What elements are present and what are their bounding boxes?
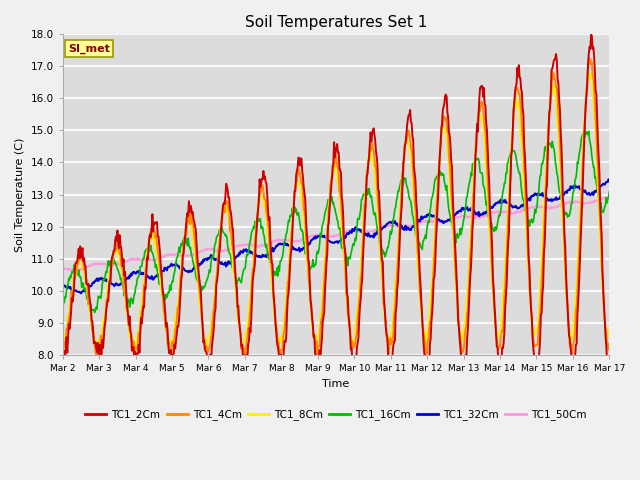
TC1_2Cm [569, 373, 577, 379]
Legend: TC1_2Cm, TC1_4Cm, TC1_8Cm, TC1_16Cm, TC1_32Cm, TC1_50Cm: TC1_2Cm, TC1_4Cm, TC1_8Cm, TC1_16Cm, TC1… [81, 406, 591, 425]
TC1_8Cm [403, 140, 411, 146]
TC1_50Cm [67, 267, 74, 273]
TC1_16Cm [403, 184, 411, 190]
TC1_50Cm [403, 224, 411, 229]
TC1_32Cm [605, 178, 613, 184]
TC1_32Cm [77, 290, 84, 296]
TC1_4Cm [181, 236, 189, 241]
Line: TC1_4Cm: TC1_4Cm [63, 59, 609, 357]
TC1_16Cm [181, 240, 189, 246]
TC1_50Cm [419, 219, 427, 225]
TC1_32Cm [59, 282, 67, 288]
Line: TC1_16Cm: TC1_16Cm [63, 131, 609, 312]
TC1_4Cm [605, 347, 613, 353]
TC1_4Cm [68, 290, 76, 296]
TC1_32Cm [68, 288, 76, 293]
TC1_4Cm [210, 303, 218, 309]
TC1_8Cm [585, 70, 593, 75]
TC1_32Cm [403, 225, 411, 230]
TC1_8Cm [59, 346, 67, 352]
Line: TC1_32Cm: TC1_32Cm [63, 180, 609, 293]
TC1_4Cm [94, 354, 102, 360]
TC1_50Cm [605, 194, 613, 200]
TC1_4Cm [586, 56, 594, 61]
TC1_2Cm [59, 358, 67, 363]
TC1_8Cm [605, 325, 613, 331]
TC1_16Cm [580, 128, 588, 133]
TC1_16Cm [210, 249, 218, 255]
TC1_16Cm [419, 238, 427, 244]
TC1_50Cm [126, 257, 134, 263]
TC1_8Cm [165, 349, 173, 355]
TC1_8Cm [419, 325, 427, 331]
TC1_2Cm [605, 366, 613, 372]
TC1_50Cm [181, 252, 189, 258]
X-axis label: Time: Time [323, 379, 349, 389]
TC1_2Cm [588, 32, 595, 37]
TC1_32Cm [419, 215, 427, 221]
TC1_8Cm [125, 331, 132, 336]
TC1_2Cm [209, 332, 217, 338]
TC1_4Cm [59, 342, 67, 348]
TC1_32Cm [210, 256, 218, 262]
TC1_8Cm [210, 299, 218, 305]
TC1_50Cm [70, 265, 77, 271]
TC1_32Cm [605, 177, 612, 182]
TC1_50Cm [602, 194, 609, 200]
TC1_16Cm [126, 304, 134, 310]
TC1_16Cm [605, 189, 613, 195]
TC1_16Cm [91, 310, 99, 315]
TC1_16Cm [68, 270, 76, 276]
TC1_2Cm [125, 322, 132, 328]
TC1_8Cm [181, 227, 189, 233]
TC1_2Cm [180, 241, 188, 247]
Line: TC1_50Cm: TC1_50Cm [63, 197, 609, 270]
Line: TC1_2Cm: TC1_2Cm [63, 35, 609, 376]
Line: TC1_8Cm: TC1_8Cm [63, 72, 609, 352]
TC1_16Cm [59, 307, 67, 312]
TC1_4Cm [419, 326, 427, 332]
TC1_4Cm [126, 327, 134, 333]
TC1_2Cm [68, 299, 76, 304]
Title: Soil Temperatures Set 1: Soil Temperatures Set 1 [245, 15, 427, 30]
Text: SI_met: SI_met [68, 44, 110, 54]
Y-axis label: Soil Temperature (C): Soil Temperature (C) [15, 137, 25, 252]
TC1_32Cm [181, 268, 189, 274]
TC1_50Cm [210, 247, 218, 253]
TC1_32Cm [126, 273, 134, 278]
TC1_50Cm [59, 266, 67, 272]
TC1_4Cm [403, 135, 411, 141]
TC1_8Cm [68, 286, 76, 292]
TC1_2Cm [403, 132, 410, 138]
TC1_2Cm [419, 315, 426, 321]
